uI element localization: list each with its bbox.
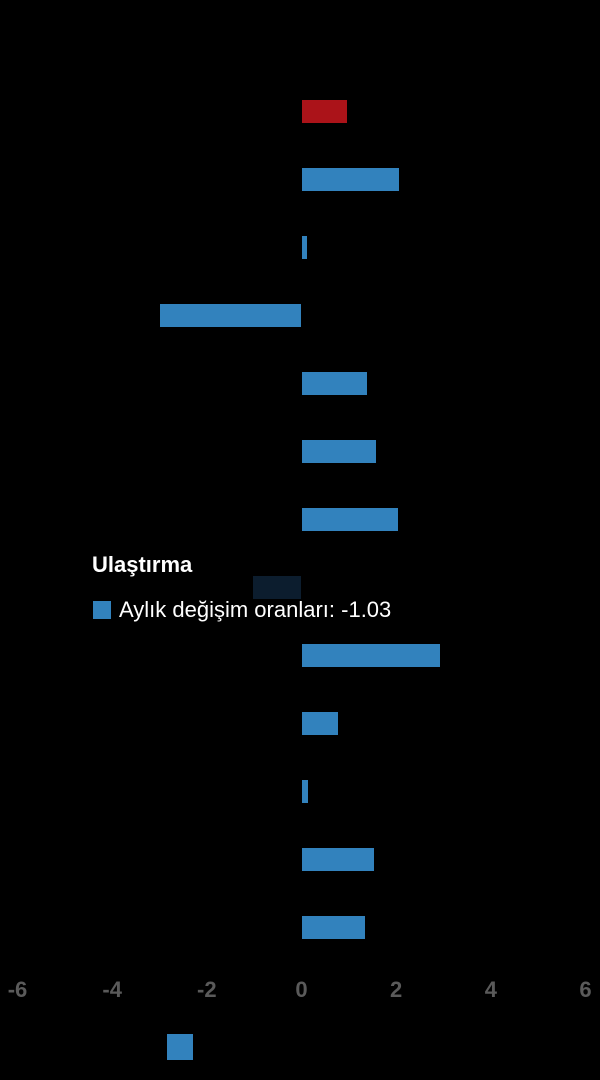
bar[interactable]: [301, 168, 399, 191]
tooltip-category-title: Ulaştırma: [92, 552, 193, 577]
bar[interactable]: [159, 304, 302, 327]
x-axis-tick-label: -4: [102, 977, 122, 1002]
bar[interactable]: [301, 848, 374, 871]
bar[interactable]: [301, 372, 368, 395]
bar[interactable]: [301, 780, 309, 803]
tooltip-series-row: Aylık değişim oranları: -1.03: [93, 598, 391, 622]
bar[interactable]: [301, 644, 441, 667]
legend-marker-icon[interactable]: [167, 1034, 193, 1060]
x-axis-tick-label: 4: [484, 977, 497, 1002]
bar[interactable]: [301, 916, 366, 939]
bar[interactable]: [301, 100, 348, 123]
tooltip-series-label: Aylık değişim oranları: -1.03: [119, 597, 392, 622]
x-axis-tick-label: 6: [579, 977, 592, 1002]
bar[interactable]: [301, 508, 398, 531]
x-axis-tick-label: 2: [390, 977, 403, 1002]
bar[interactable]: [301, 712, 338, 735]
x-axis-tick-label: -6: [7, 977, 28, 1002]
bar[interactable]: [301, 440, 377, 463]
bar[interactable]: [301, 236, 308, 259]
x-axis-tick-label: 0: [295, 977, 308, 1002]
bar-highlighted[interactable]: [252, 576, 302, 599]
x-axis-tick-label: -2: [197, 977, 217, 1002]
tooltip-series-marker-icon: [93, 601, 111, 619]
